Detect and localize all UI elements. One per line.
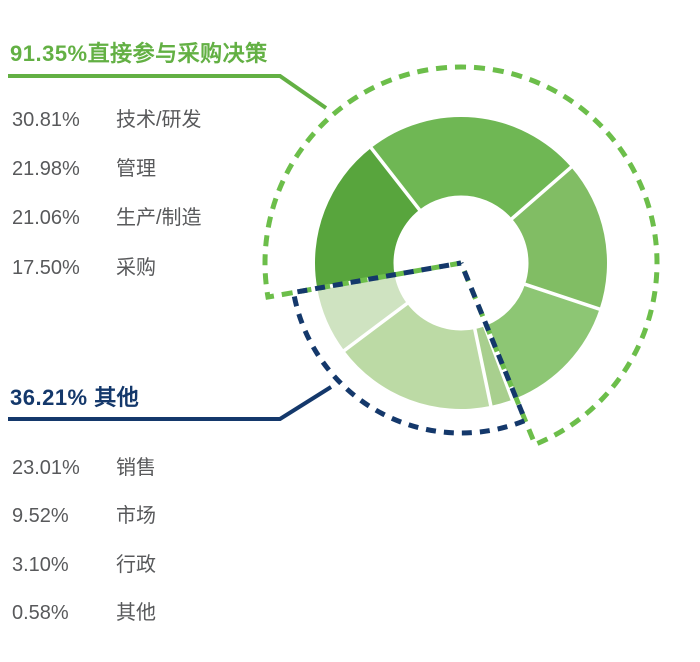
legend-item-pct: 21.06% [12, 207, 80, 229]
legend-item-label: 技术/研发 [116, 109, 202, 131]
legend-item-label: 管理 [116, 158, 156, 180]
legend-item-label: 销售 [116, 457, 156, 479]
donut-segment-sales [344, 303, 491, 409]
legend-item-pct: 23.01% [12, 457, 80, 479]
legend-item: 3.10% 行政 [12, 552, 156, 578]
legend-item: 21.98% 管理 [12, 156, 156, 182]
legend-item-pct: 9.52% [12, 505, 69, 527]
donut-segment-procurement [486, 284, 600, 399]
legend-item-pct: 17.50% [12, 257, 80, 279]
donut-segment-admin [474, 326, 513, 406]
legend-item-pct: 3.10% [12, 554, 69, 576]
legend-item-label: 市场 [116, 505, 156, 527]
legend-item-label: 其他 [116, 602, 156, 624]
segment-gap-line [472, 324, 494, 410]
segment-gap-line [367, 144, 424, 215]
group-other-title: 36.21% 其他 [10, 385, 140, 410]
group-direct-dashed-outline [262, 64, 660, 448]
group-direct-title: 91.35%直接参与采购决策 [10, 41, 268, 66]
segment-gap-line [507, 163, 575, 223]
legend-item: 30.81% 技术/研发 [12, 107, 202, 133]
legend-item: 9.52% 市场 [12, 503, 156, 529]
donut-segment-marketing [317, 274, 407, 351]
segment-gap-line [340, 299, 412, 354]
group-other-dashed-outline [290, 260, 529, 436]
segment-gap-line [520, 281, 603, 312]
legend-item: 17.50% 采购 [12, 255, 156, 281]
legend-item: 21.06% 生产/制造 [12, 205, 202, 231]
donut-segment-management [315, 147, 420, 289]
legend-item-pct: 0.58% [12, 602, 69, 624]
group-other-callout-line [8, 385, 333, 421]
donut-segment-tech-rd [371, 116, 572, 219]
legend-item-pct: 30.81% [12, 109, 80, 131]
donut-segments-layer [313, 116, 608, 410]
legend-item: 23.01% 销售 [12, 455, 156, 481]
group-outlines-layer [262, 64, 660, 448]
legend-item-label: 采购 [116, 257, 156, 279]
donut-segment-production [511, 167, 608, 310]
legend-item-label: 行政 [116, 554, 156, 576]
segment-gap-line [481, 321, 515, 404]
group-direct-callout-line [8, 74, 328, 110]
legend-item-pct: 21.98% [12, 158, 80, 180]
legend-item: 0.58% 其他 [12, 600, 156, 626]
legend-item-label: 生产/制造 [116, 207, 202, 229]
